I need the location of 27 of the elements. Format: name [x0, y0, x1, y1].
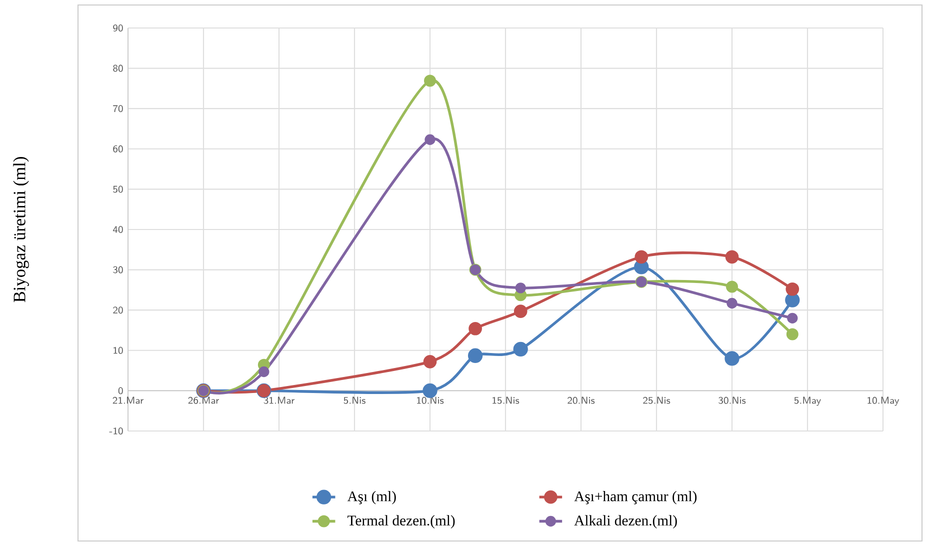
x-tick-label: 15.Nis [492, 396, 520, 404]
legend-label: Aşı (ml) [347, 491, 396, 504]
x-tick-label: 20.Nis [568, 396, 595, 404]
x-tick-label: 5.Nis [344, 396, 366, 404]
x-tick-label: 26.Mar [188, 396, 219, 404]
y-tick-label: 60 [113, 145, 123, 152]
y-tick-label: -10 [109, 427, 123, 434]
x-tick-label: 30.Nis [718, 396, 746, 404]
x-tick-label: 10.Nis [417, 396, 444, 404]
y-tick-label: 90 [113, 24, 123, 32]
y-tick-label: 0 [118, 387, 123, 394]
y-tick-label: 70 [113, 105, 123, 112]
y-axis-title: Biyogaz üretimi (ml) [13, 157, 29, 302]
y-tick-label: 40 [112, 226, 123, 233]
y-tick-label: 10 [114, 346, 123, 354]
x-tick-label: 25.Nis [643, 396, 670, 404]
y-tick-label: 30 [113, 266, 123, 274]
x-tick-label: 21.Mar [112, 396, 144, 404]
y-tick-label: 50 [113, 186, 123, 193]
x-tick-label: 10.May [868, 396, 900, 406]
x-tick-label: 31.Mar [264, 396, 294, 404]
legend-label: Termal dezen.(ml) [347, 515, 455, 528]
legend-label: Alkali dezen.(ml) [574, 515, 677, 528]
legend-label: Aşı+ham çamur (ml) [574, 491, 697, 504]
y-tick-label: 80 [113, 64, 123, 72]
y-tick-label: 20 [113, 306, 123, 314]
x-tick-label: 5.May [794, 396, 821, 406]
